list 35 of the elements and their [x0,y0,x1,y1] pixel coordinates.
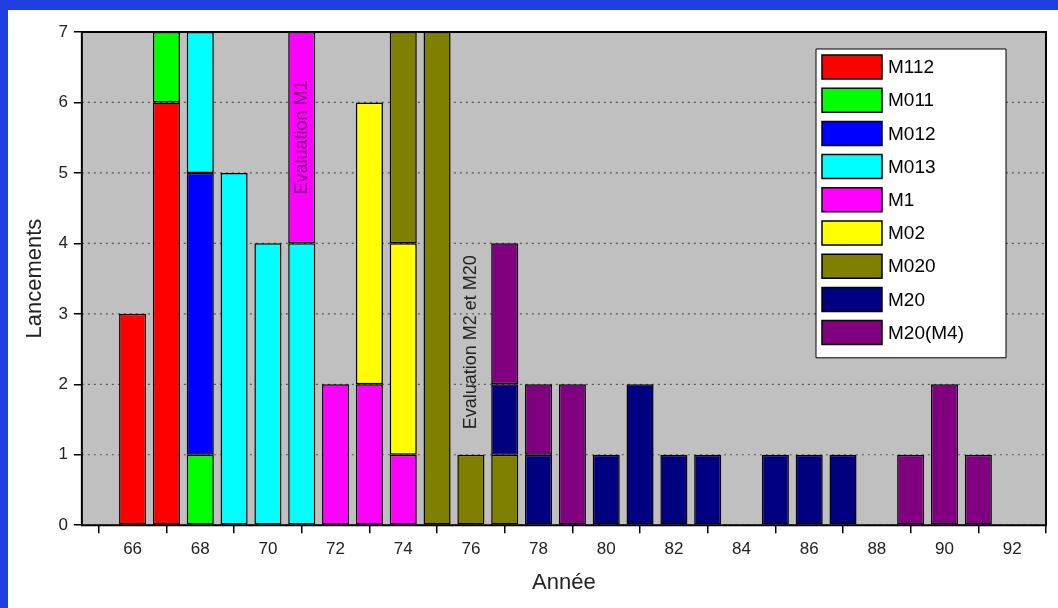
legend-label: M02 [888,222,925,244]
y-tick-label: 4 [58,233,68,253]
annotation: Evaluation M2 et M20 [459,255,480,430]
y-tick-label: 1 [58,444,68,464]
x-tick-label: 72 [326,539,346,559]
x-tick-label: 80 [596,539,616,559]
x-tick-label: 92 [1002,539,1022,559]
x-tick-label: 82 [664,539,684,559]
legend-label: M013 [888,155,936,177]
y-tick-label: 0 [58,514,68,534]
legend-label: M020 [888,255,936,277]
legend-label: M20 [888,288,925,310]
y-tick-label: 3 [58,303,68,323]
x-tick-label: 70 [258,539,278,559]
x-tick-label: 88 [867,539,887,559]
y-tick-label: 5 [58,162,68,182]
x-axis-title: Année [532,568,596,594]
legend-label: M011 [888,89,935,111]
annotation: Evaluation M1 [290,80,311,195]
x-tick-label: 68 [190,539,210,559]
x-tick-label: 86 [799,539,819,559]
y-tick-label: 2 [58,373,68,393]
x-tick-label: 66 [123,539,143,559]
x-tick-label: 74 [393,539,413,559]
x-tick-label: 76 [461,539,481,559]
legend-label: M012 [888,122,936,144]
x-tick-label: 78 [529,539,549,559]
legend-label: M112 [888,56,935,78]
legend-label: M1 [888,189,915,211]
y-tick-label: 6 [58,92,68,112]
y-tick-label: 7 [58,21,68,41]
y-axis-title: Lancements [21,218,47,339]
x-tick-label: 90 [935,539,954,559]
x-tick-label: 84 [732,539,751,559]
legend-label: M20(M4) [888,321,965,343]
